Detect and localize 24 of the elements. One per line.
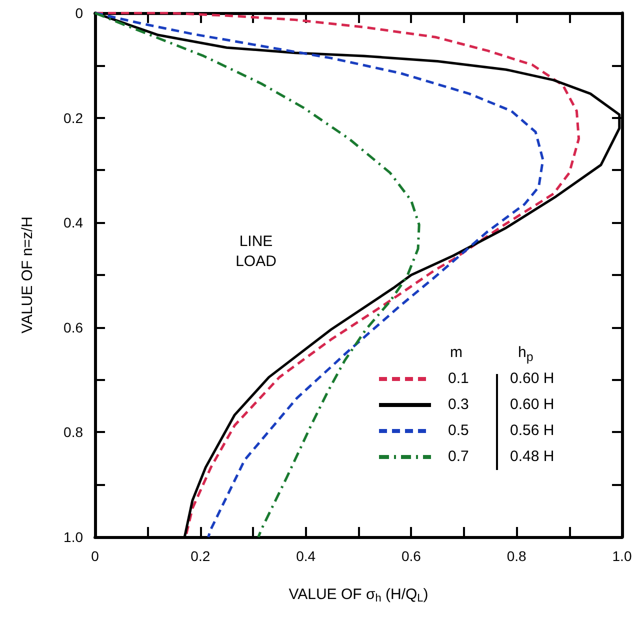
x-tick-label: 0.4: [296, 548, 316, 564]
annotation: 0.60 H: [510, 396, 554, 413]
annotation: 0.48 H: [510, 448, 554, 465]
x-tick-label: 0.8: [506, 548, 527, 564]
x-tick-label: 1.0: [612, 548, 632, 564]
y-tick-label: 0.4: [64, 214, 84, 231]
annotation: 0.56 H: [510, 422, 554, 439]
legend-label: 0.5: [448, 422, 469, 439]
y-tick-label: 0.2: [64, 110, 84, 126]
y-tick-label: 0.6: [64, 319, 84, 336]
annotation: 0.60 H: [510, 370, 554, 387]
legend-label: 0.3: [448, 396, 469, 413]
x-tick-label: 0.2: [190, 548, 210, 564]
x-tick-label: 0.6: [401, 548, 422, 564]
y-axis-title: VALUE OF n=z/H: [19, 216, 36, 334]
y-tick-label: 0: [75, 5, 84, 21]
annotation: LINE LOAD: [234, 232, 278, 272]
legend-label: 0.7: [448, 448, 469, 465]
x-tick-label: 0: [91, 548, 100, 564]
y-tick-label: 1.0: [64, 529, 84, 545]
y-tick-label: 0.8: [64, 424, 84, 440]
legend-label: 0.1: [448, 370, 469, 387]
annotation: h$_{p}$: [518, 344, 534, 364]
legend-title: m: [450, 344, 462, 361]
